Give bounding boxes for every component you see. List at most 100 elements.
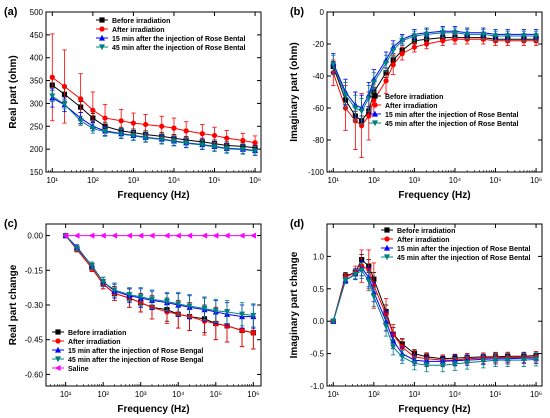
x-tick-label: 10⁵ bbox=[489, 176, 501, 185]
data-point bbox=[199, 142, 206, 149]
data-point bbox=[183, 140, 190, 147]
y-tick-label: -0.15 bbox=[25, 266, 44, 275]
data-point bbox=[365, 278, 372, 285]
legend: Before irradiation After irradiation 15 mi… bbox=[369, 93, 518, 128]
data-point bbox=[492, 33, 499, 40]
data-point bbox=[342, 277, 349, 284]
x-tick-label: 10⁴ bbox=[449, 176, 462, 185]
legend-label: 15 min after the injection of Rose Benta… bbox=[112, 36, 245, 43]
data-point bbox=[49, 74, 55, 80]
series-line bbox=[65, 235, 254, 334]
legend-marker bbox=[99, 44, 105, 51]
data-point bbox=[212, 232, 219, 239]
data-point bbox=[464, 31, 471, 38]
legend-marker bbox=[384, 227, 390, 233]
x-tick-label: 10⁶ bbox=[530, 176, 542, 185]
data-point bbox=[250, 312, 257, 319]
y-axis-label: Imaginary part change bbox=[289, 251, 300, 358]
legend-label: 15 min after the injection of Rose Benta… bbox=[385, 112, 518, 119]
x-tick-label: 10¹ bbox=[328, 390, 340, 399]
data-point bbox=[73, 232, 80, 239]
x-axis-label: Frequency (Hz) bbox=[117, 190, 189, 201]
chart-panel: 10¹ 10² 10³ 10⁴ 10⁵ 10⁶ -100 -80 -60 -40 -20 0 Frequ… bbox=[289, 6, 543, 201]
data-point bbox=[148, 232, 155, 239]
x-tick-label: 10² bbox=[368, 176, 380, 185]
plot-frame bbox=[45, 11, 262, 173]
data-point bbox=[224, 309, 231, 316]
data-point bbox=[504, 33, 511, 40]
legend: Before irradiation After irradiation 15 mi… bbox=[381, 227, 530, 262]
legend: Before irradiation After irradiation 15 mi… bbox=[52, 329, 203, 373]
y-tick-label: -0.60 bbox=[25, 370, 44, 379]
y-tick-label: 0.5 bbox=[313, 285, 325, 294]
data-point bbox=[480, 31, 487, 38]
data-point bbox=[102, 115, 108, 121]
data-point bbox=[330, 318, 337, 325]
data-point bbox=[73, 245, 80, 252]
y-tick-label: 250 bbox=[30, 122, 44, 131]
data-point bbox=[158, 136, 165, 143]
legend-marker bbox=[372, 120, 378, 127]
data-point bbox=[383, 78, 389, 84]
plot-frame bbox=[326, 11, 543, 173]
series-line bbox=[52, 95, 256, 152]
data-point bbox=[223, 146, 230, 152]
legend-label: Before irradiation bbox=[68, 330, 126, 337]
data-point bbox=[130, 133, 137, 140]
data-point bbox=[175, 232, 181, 239]
y-tick-label: 1.0 bbox=[313, 252, 325, 261]
data-point bbox=[100, 279, 107, 286]
data-point bbox=[480, 358, 487, 365]
y-tick-label: -0.45 bbox=[25, 336, 44, 345]
data-point bbox=[183, 128, 189, 134]
data-point bbox=[224, 135, 230, 141]
data-point bbox=[137, 294, 144, 301]
y-tick-label: 350 bbox=[30, 77, 44, 86]
data-series bbox=[330, 27, 540, 125]
x-tick-label: 10⁶ bbox=[247, 390, 259, 399]
x-tick-label: 10² bbox=[368, 390, 380, 399]
data-point bbox=[533, 33, 540, 40]
data-point bbox=[239, 147, 246, 153]
data-point bbox=[424, 41, 430, 47]
data-point bbox=[439, 362, 446, 369]
legend-label: Before irradiation bbox=[385, 94, 443, 101]
data-point bbox=[250, 330, 256, 336]
legend-marker bbox=[384, 254, 390, 261]
y-tick-label: 200 bbox=[30, 145, 44, 154]
data-point bbox=[520, 33, 527, 40]
data-point bbox=[102, 129, 109, 135]
legend-marker bbox=[54, 365, 61, 371]
data-point bbox=[211, 132, 218, 139]
data-point bbox=[390, 47, 397, 54]
data-point bbox=[159, 123, 165, 129]
y-tick-label: -80 bbox=[312, 136, 324, 145]
y-tick-label: 500 bbox=[30, 8, 44, 17]
x-tick-label: 10³ bbox=[409, 390, 421, 399]
data-point bbox=[49, 93, 56, 100]
y-axis-label: Real part change bbox=[8, 264, 19, 345]
x-tick-label: 10⁵ bbox=[489, 390, 501, 399]
data-point bbox=[240, 137, 246, 144]
data-point bbox=[358, 268, 365, 274]
data-point bbox=[411, 44, 417, 50]
panel-label: (a) bbox=[4, 6, 18, 18]
data-point bbox=[223, 232, 230, 239]
legend-label: Saline bbox=[68, 366, 89, 373]
x-tick-label: 10¹ bbox=[47, 176, 59, 185]
legend-label: Before irradiation bbox=[397, 228, 455, 235]
x-axis-label: Frequency (Hz) bbox=[398, 190, 470, 201]
chart-panel: 10¹ 10² 10³ 10⁴ 10⁵ 10⁶ -0.60 -0.45 -0.30 -0.15 0.… bbox=[4, 218, 262, 415]
x-axis-label: Frequency (Hz) bbox=[117, 404, 189, 415]
data-point bbox=[366, 113, 372, 119]
legend-label: After irradiation bbox=[68, 339, 121, 346]
data-point bbox=[77, 118, 84, 124]
y-tick-label: 450 bbox=[30, 31, 44, 40]
y-tick-label: 300 bbox=[30, 99, 44, 108]
data-point bbox=[111, 232, 118, 239]
panel-label: (b) bbox=[290, 6, 304, 18]
panel-label: (c) bbox=[4, 218, 18, 230]
x-tick-label: 10³ bbox=[128, 176, 140, 185]
panel-label: (d) bbox=[290, 218, 304, 230]
